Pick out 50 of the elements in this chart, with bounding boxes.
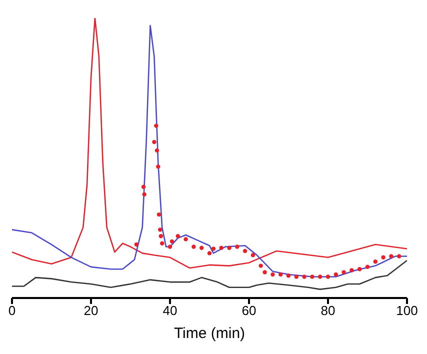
point xyxy=(156,212,162,217)
point xyxy=(142,192,146,197)
point xyxy=(192,244,196,249)
x-tick-label: 80 xyxy=(320,303,336,318)
x-tick-label: 20 xyxy=(84,303,98,318)
point xyxy=(170,239,174,244)
point xyxy=(334,272,338,277)
point xyxy=(365,264,370,270)
point xyxy=(199,246,204,250)
point xyxy=(350,268,354,272)
point xyxy=(184,237,188,242)
point xyxy=(211,246,216,251)
point xyxy=(156,164,160,169)
point xyxy=(326,274,330,279)
point xyxy=(154,148,160,153)
point xyxy=(250,253,256,258)
point xyxy=(286,273,291,278)
x-tick-label: 60 xyxy=(242,303,256,318)
point xyxy=(396,254,402,258)
point xyxy=(227,246,232,250)
point xyxy=(242,248,248,254)
point xyxy=(381,255,386,260)
point xyxy=(160,241,164,246)
point xyxy=(176,234,180,238)
point xyxy=(342,270,346,274)
point xyxy=(258,264,263,268)
point xyxy=(262,270,267,274)
point xyxy=(373,259,378,264)
x-tick-label: 40 xyxy=(162,303,178,318)
x-axis-title: Time (min) xyxy=(174,325,246,342)
point xyxy=(152,140,156,144)
point xyxy=(302,274,306,279)
point xyxy=(158,228,162,232)
point xyxy=(158,234,164,238)
point xyxy=(357,267,362,272)
point xyxy=(207,251,212,256)
point xyxy=(154,124,158,128)
point xyxy=(278,272,283,277)
point xyxy=(270,272,275,277)
x-tick-label: 0 xyxy=(8,303,16,318)
point xyxy=(310,274,314,279)
point xyxy=(168,244,172,249)
point xyxy=(235,244,240,249)
point xyxy=(318,274,322,279)
point xyxy=(141,184,146,189)
point xyxy=(134,242,139,247)
x-tick-label: 100 xyxy=(396,303,418,318)
point xyxy=(389,254,394,258)
point xyxy=(219,246,224,250)
point xyxy=(294,274,299,279)
